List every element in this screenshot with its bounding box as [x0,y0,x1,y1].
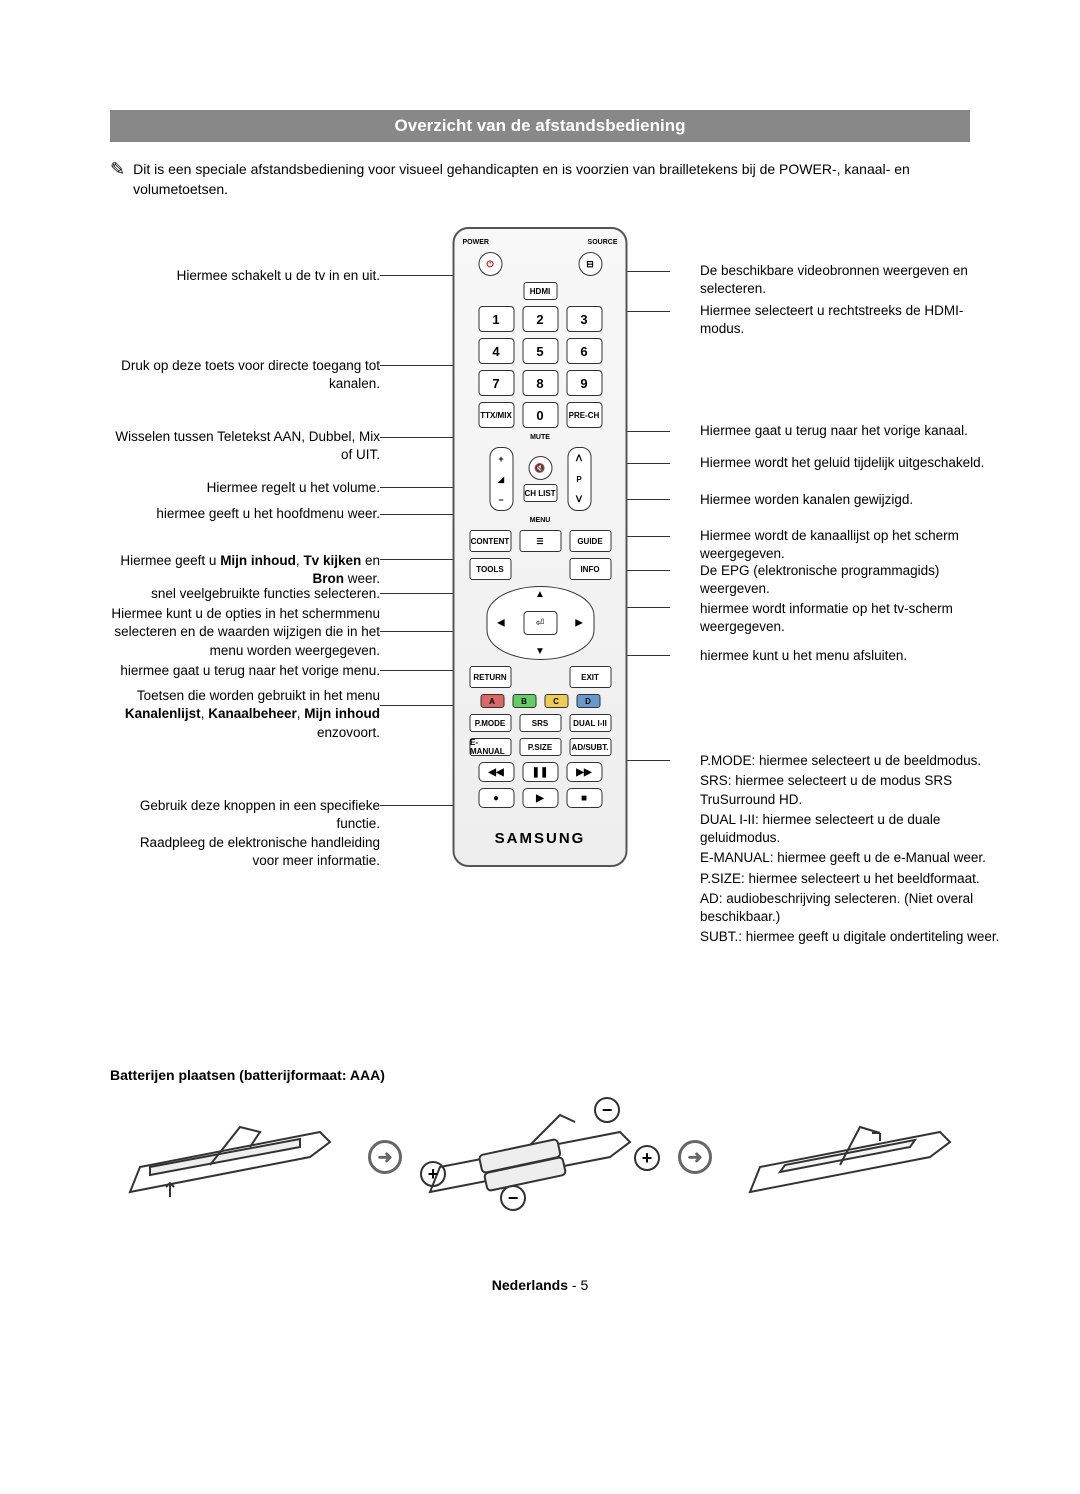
prech-button[interactable]: PRE-CH [566,402,602,428]
ann-mute: Hiermee wordt het geluid tijdelijk uitge… [700,454,1000,472]
pmode-button[interactable]: P.MODE [469,714,511,732]
channel-rocker[interactable]: ᐱ P ᐯ [567,447,591,511]
ann-volume: Hiermee regelt u het volume. [110,479,380,497]
note-text: Dit is een speciale afstandsbediening vo… [133,160,970,199]
psize-button[interactable]: P.SIZE [519,738,561,756]
ann-ttxmix: Wisselen tussen Teletekst AAN, Dubbel, M… [110,428,380,464]
stop-button[interactable]: ■ [566,788,602,808]
remote-body: POWER SOURCE ⏻ ⊟ HDMI 123 456 789 TTX/MI… [453,227,628,867]
pause-button[interactable]: ❚❚ [522,762,558,782]
step-arrow-icon [368,1140,402,1174]
step-arrow-icon [678,1140,712,1174]
num-4[interactable]: 4 [478,338,514,364]
ann-source: De beschikbare videobronnen weergeven en… [700,262,1000,298]
power-button[interactable]: ⏻ [478,252,502,276]
num-8[interactable]: 8 [522,370,558,396]
enter-button[interactable]: ⏎ [523,611,557,635]
chlist-button[interactable]: CH LIST [523,484,557,502]
info-button[interactable]: INFO [569,558,611,580]
battery-section: Batterijen plaatsen (batterijformaat: AA… [110,1067,970,1217]
ann-chlist: Hiermee wordt de kanaallijst op het sche… [700,527,1000,563]
volume-rocker[interactable]: + ◢ − [489,447,513,511]
ann-hdmi: Hiermee selecteert u rechtstreeks de HDM… [700,302,1000,338]
ann-numbers: Druk op deze toets voor directe toegang … [110,357,380,393]
color-c-button[interactable]: C [544,694,568,708]
return-button[interactable]: RETURN [469,666,511,688]
num-7[interactable]: 7 [478,370,514,396]
ann-tools: snel veelgebruikte functies selecteren. [110,585,380,603]
hdmi-button[interactable]: HDMI [523,282,557,300]
battery-step-3 [730,1097,970,1217]
battery-step-2: − + − + [420,1097,660,1217]
content-button[interactable]: CONTENT [469,530,511,552]
dpad[interactable]: ▲ ▼ ◀ ▶ ⏎ [486,586,594,660]
ann-exit: hiermee kunt u het menu afsluiten. [700,647,1000,665]
emanual-button[interactable]: E-MANUAL [469,738,511,756]
num-6[interactable]: 6 [566,338,602,364]
rewind-button[interactable]: ◀◀ [478,762,514,782]
brand-label: SAMSUNG [495,830,586,847]
polarity-plus-icon: + [634,1145,660,1171]
battery-title: Batterijen plaatsen (batterijformaat: AA… [110,1067,970,1083]
ann-colorbtns: Toetsen die worden gebruikt in het menu … [110,687,380,742]
dual-button[interactable]: DUAL I-II [569,714,611,732]
exit-button[interactable]: EXIT [569,666,611,688]
num-2[interactable]: 2 [522,306,558,332]
ann-dpad: Hiermee kunt u de opties in het schermme… [110,605,380,660]
color-d-button[interactable]: D [576,694,600,708]
ann-info: hiermee wordt informatie op het tv-scher… [700,600,1000,636]
forward-button[interactable]: ▶▶ [566,762,602,782]
polarity-plus2-icon: + [420,1161,446,1187]
polarity-minus-icon: − [594,1097,620,1123]
battery-step-1 [110,1097,350,1217]
num-3[interactable]: 3 [566,306,602,332]
footer-language: Nederlands [492,1277,568,1293]
remote-diagram: Hiermee schakelt u de tv in en uit. Druk… [110,227,970,1027]
ann-content: Hiermee geeft u Mijn inhoud, Tv kijken e… [110,552,380,588]
ann-guide: De EPG (elektronische programmagids) wee… [700,562,1000,598]
mute-label: MUTE [530,434,550,441]
color-a-button[interactable]: A [480,694,504,708]
ann-channels: Hiermee worden kanalen gewijzigd. [700,491,1000,509]
source-button[interactable]: ⊟ [578,252,602,276]
ann-return: hiermee gaat u terug naar het vorige men… [110,662,380,680]
color-b-button[interactable]: B [512,694,536,708]
power-label: POWER [463,239,489,246]
srs-button[interactable]: SRS [519,714,561,732]
record-button[interactable]: ● [478,788,514,808]
ann-prech: Hiermee gaat u terug naar het vorige kan… [700,422,1000,440]
num-1[interactable]: 1 [478,306,514,332]
mute-button[interactable]: 🔇 [528,456,552,480]
section-title: Overzicht van de afstandsbediening [110,110,970,142]
play-button[interactable]: ▶ [522,788,558,808]
ttxmix-button[interactable]: TTX/MIX [478,402,514,428]
guide-button[interactable]: GUIDE [569,530,611,552]
ann-modes: P.MODE: hiermee selecteert u de beeldmod… [700,752,1000,948]
footer-page: 5 [580,1277,588,1293]
num-9[interactable]: 9 [566,370,602,396]
ann-playback: Gebruik deze knoppen in een specifieke f… [110,797,380,870]
menu-label: MENU [530,517,551,524]
source-label: SOURCE [588,239,618,246]
tools-button[interactable]: TOOLS [469,558,511,580]
num-0[interactable]: 0 [522,402,558,428]
num-5[interactable]: 5 [522,338,558,364]
ann-power: Hiermee schakelt u de tv in en uit. [110,267,380,285]
menu-button[interactable]: ☰ [519,530,561,552]
ann-mainmenu: hiermee geeft u het hoofdmenu weer. [110,505,380,523]
note-row: ✎ Dit is een speciale afstandsbediening … [110,160,970,199]
note-icon: ✎ [110,160,125,178]
adsubt-button[interactable]: AD/SUBT. [569,738,611,756]
page-footer: Nederlands - 5 [110,1277,970,1293]
polarity-minus2-icon: − [500,1185,526,1211]
